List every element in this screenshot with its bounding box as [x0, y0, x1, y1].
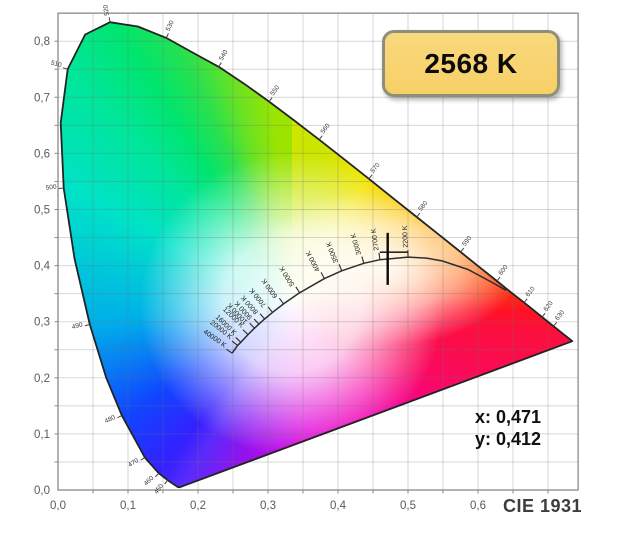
- wavelength-label: 480: [104, 414, 117, 425]
- wavelength-tick: [368, 174, 373, 180]
- cct-label: 5000 K: [278, 264, 296, 287]
- diagram-title: CIE 1931: [503, 496, 583, 516]
- wavelength-tick: [460, 247, 465, 253]
- wavelength-tick: [541, 312, 546, 318]
- y-axis-tick-label: 0,3: [34, 317, 50, 329]
- cct-tick: [361, 256, 365, 264]
- wavelength-tick: [416, 212, 421, 218]
- wavelength-tick: [58, 187, 64, 189]
- cct-tick: [242, 329, 249, 335]
- wavelength-tick: [84, 324, 90, 327]
- y-axis-tick-label: 0,4: [34, 261, 51, 273]
- wavelength-label: 630: [554, 309, 566, 322]
- wavelength-label: 490: [71, 321, 84, 331]
- cct-badge-label: 2568 K: [424, 47, 518, 79]
- readout-y: y: 0,412: [475, 429, 542, 449]
- wavelength-label: 550: [269, 84, 281, 97]
- cct-badge: 2568 K: [382, 30, 560, 97]
- cct-tick: [231, 340, 238, 346]
- wavelength-label: 540: [218, 49, 230, 62]
- y-axis-tick-label: 0,5: [34, 205, 50, 217]
- wavelength-label: 610: [525, 285, 537, 298]
- cct-tick: [295, 286, 301, 294]
- wavelength-label: 560: [320, 122, 332, 135]
- y-axis-tick-label: 0,7: [34, 92, 50, 104]
- cct-tick: [320, 272, 325, 279]
- wavelength-label: 520: [102, 4, 111, 16]
- wavelength-tick: [218, 62, 222, 68]
- cct-tick: [249, 322, 255, 329]
- cct-label: 2200 K: [402, 225, 410, 248]
- wavelength-label: 570: [369, 161, 381, 174]
- x-axis-tick-label: 0,5: [400, 500, 416, 512]
- wavelength-tick: [496, 276, 501, 282]
- wavelength-label: 620: [543, 300, 555, 313]
- cct-label: 2700 K: [371, 228, 381, 251]
- x-axis-tick-label: 0,0: [50, 500, 66, 512]
- cct-label: 6000 K: [261, 277, 280, 299]
- cct-tick: [378, 252, 381, 260]
- spectral-locus-outline: [59, 21, 574, 489]
- y-axis-tick-label: 0,2: [34, 373, 50, 385]
- wavelength-tick: [268, 97, 273, 102]
- wavelength-label: 470: [127, 457, 140, 469]
- cct-tick: [338, 264, 343, 272]
- wavelength-tick: [108, 17, 111, 23]
- wavelength-tick: [523, 298, 528, 303]
- cct-tick: [235, 337, 242, 343]
- cct-tick: [259, 313, 266, 320]
- x-axis-tick-label: 0,1: [120, 500, 136, 512]
- x-axis-tick-label: 0,6: [470, 500, 486, 512]
- wavelength-label: 500: [45, 184, 57, 192]
- x-axis-tick-label: 0,3: [260, 500, 276, 512]
- readout-x: x: 0,471: [475, 407, 542, 427]
- planckian-locus: [231, 256, 507, 354]
- cct-label: 4000 K: [305, 249, 322, 272]
- wavelength-label: 530: [165, 19, 176, 32]
- cct-tick: [226, 348, 233, 354]
- wavelength-tick: [117, 415, 123, 419]
- wavelength-label: 580: [417, 200, 429, 213]
- cct-tick: [278, 297, 284, 305]
- cct-tick: [267, 306, 273, 313]
- wavelength-label: 510: [50, 60, 63, 70]
- x-axis-tick-label: 0,4: [330, 500, 347, 512]
- wavelength-label: 460: [143, 475, 156, 488]
- y-axis-tick-label: 0,8: [34, 36, 50, 48]
- wavelength-tick: [140, 457, 146, 461]
- wavelength-tick: [553, 321, 558, 327]
- xy-readout: x: 0,471 y: 0,412: [475, 406, 541, 450]
- wavelength-tick: [318, 135, 323, 140]
- plot-frame: [57, 12, 579, 491]
- y-axis-tick-label: 0,1: [34, 429, 50, 441]
- x-axis-tick-label: 0,2: [190, 500, 206, 512]
- wavelength-tick: [165, 33, 169, 39]
- y-axis-tick-label: 0,0: [34, 485, 50, 497]
- wavelength-tick: [164, 479, 169, 485]
- wavelength-tick: [62, 67, 68, 70]
- wavelength-label: 590: [461, 235, 473, 248]
- y-axis-tick-label: 0,6: [34, 148, 50, 160]
- cct-label: 3000 K: [350, 232, 363, 256]
- cct-tick: [253, 318, 260, 325]
- wavelength-tick: [154, 472, 160, 478]
